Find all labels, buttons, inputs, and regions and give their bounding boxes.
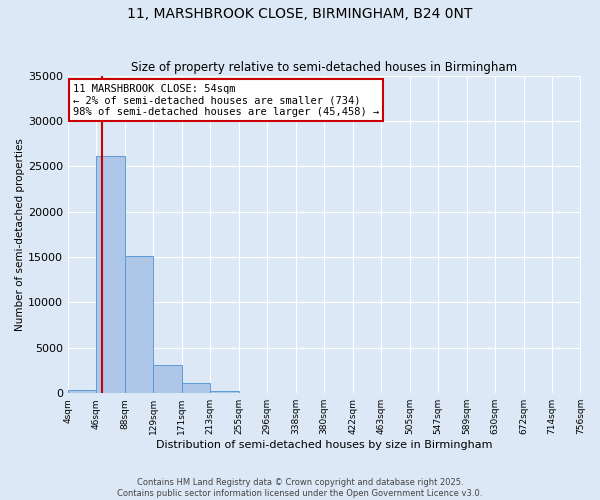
Text: Contains HM Land Registry data © Crown copyright and database right 2025.
Contai: Contains HM Land Registry data © Crown c… <box>118 478 482 498</box>
Bar <box>96 156 125 393</box>
Bar <box>125 256 153 393</box>
Title: Size of property relative to semi-detached houses in Birmingham: Size of property relative to semi-detach… <box>131 62 517 74</box>
Bar <box>182 383 210 393</box>
Y-axis label: Number of semi-detached properties: Number of semi-detached properties <box>15 138 25 331</box>
X-axis label: Distribution of semi-detached houses by size in Birmingham: Distribution of semi-detached houses by … <box>156 440 493 450</box>
Bar <box>210 392 239 393</box>
Bar <box>68 390 96 393</box>
Text: 11 MARSHBROOK CLOSE: 54sqm
← 2% of semi-detached houses are smaller (734)
98% of: 11 MARSHBROOK CLOSE: 54sqm ← 2% of semi-… <box>73 84 379 117</box>
Text: 11, MARSHBROOK CLOSE, BIRMINGHAM, B24 0NT: 11, MARSHBROOK CLOSE, BIRMINGHAM, B24 0N… <box>127 8 473 22</box>
Bar <box>153 365 182 393</box>
